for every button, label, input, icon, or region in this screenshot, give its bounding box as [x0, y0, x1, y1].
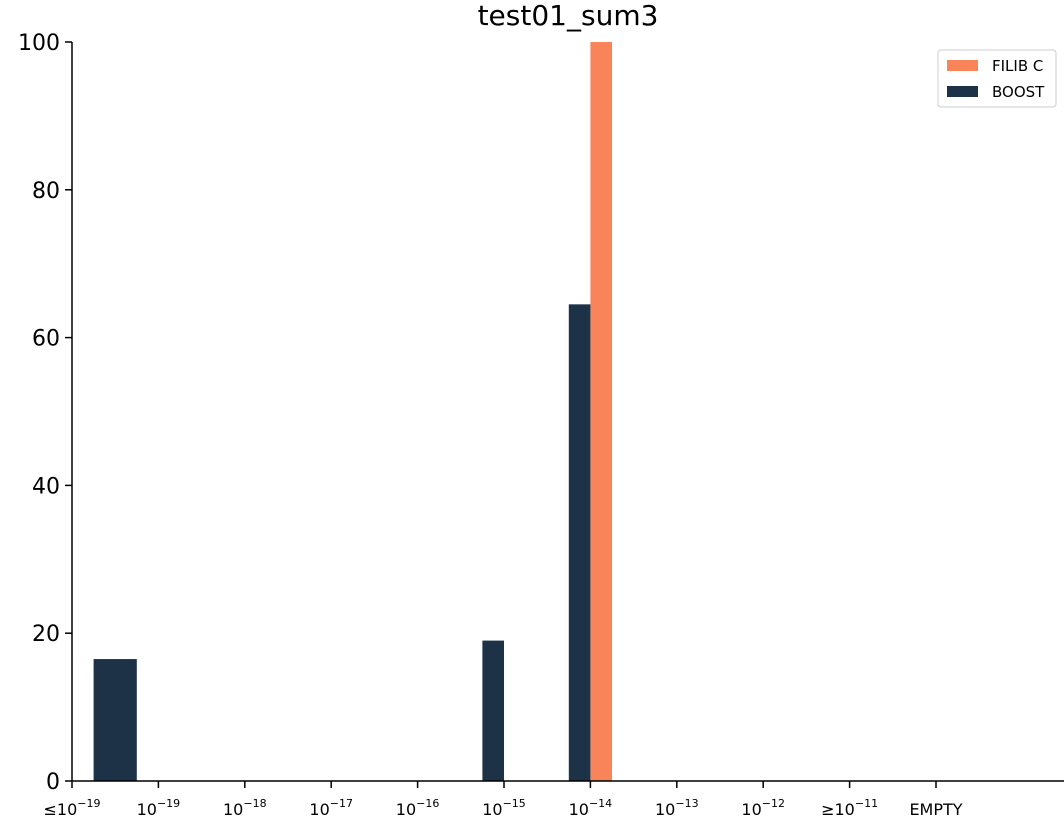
x-tick-label: 10−17 — [309, 797, 353, 819]
x-tick-label: 10−16 — [396, 797, 440, 819]
bar-boost-6 — [568, 304, 591, 781]
legend-label-1: BOOST — [992, 83, 1045, 101]
legend: FILIB C BOOST — [937, 49, 1057, 108]
y-tick-label: 60 — [32, 327, 60, 352]
x-tick-label: 10−15 — [482, 797, 526, 819]
x-tick-label: 10−14 — [569, 797, 613, 819]
bar-filib-c-6 — [590, 42, 612, 781]
y-tick-label: 40 — [32, 474, 60, 499]
y-tick-label: 100 — [18, 31, 60, 56]
y-tick-label: 0 — [46, 770, 60, 795]
y-tick-label: 20 — [32, 622, 60, 647]
bar-boost-5 — [482, 640, 504, 781]
x-tick-label: ≥10−11 — [821, 797, 878, 819]
legend-swatch-1 — [947, 86, 978, 97]
bar-boost-0 — [93, 659, 137, 781]
y-tick-label: 80 — [32, 179, 60, 204]
axes-group: 0 20 40 60 80 100 ≤10−19 10−19 10−18 10−17 10−16 10… — [18, 31, 1064, 819]
x-tick-label: 10−19 — [137, 797, 181, 819]
bars-group — [93, 42, 612, 781]
chart-title: test01_sum3 — [478, 0, 659, 32]
x-tick-label: 10−18 — [223, 797, 267, 819]
x-tick-label: ≤10−19 — [44, 797, 101, 819]
x-tick-label: 10−12 — [741, 797, 785, 819]
x-tick-label: 10−13 — [655, 797, 699, 819]
legend-swatch-0 — [947, 60, 978, 71]
legend-label-0: FILIB C — [992, 57, 1043, 75]
x-tick-label: EMPTY — [909, 800, 962, 819]
